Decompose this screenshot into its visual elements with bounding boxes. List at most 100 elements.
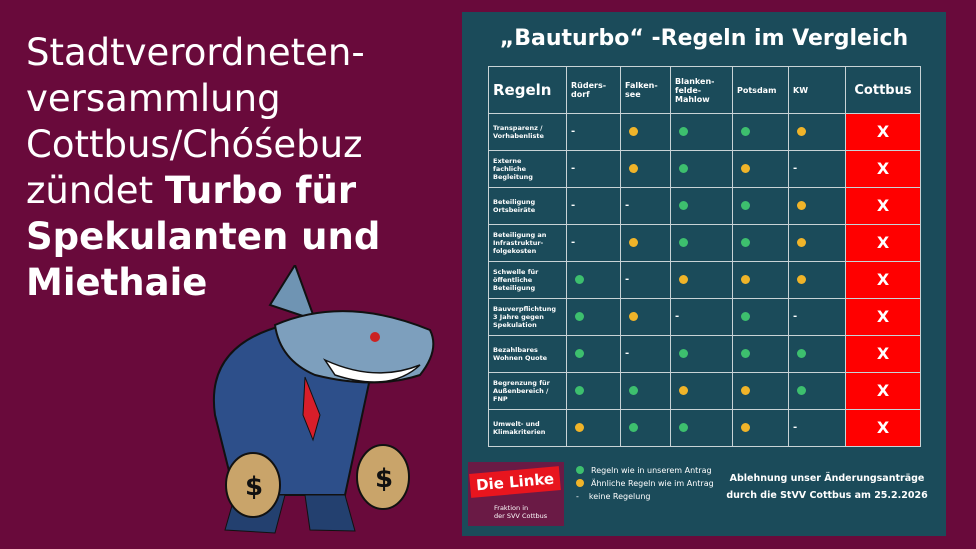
- cell: [732, 224, 789, 262]
- status-dot: [575, 311, 584, 321]
- status-dot: [575, 348, 584, 358]
- cell: [670, 409, 733, 447]
- cell: -: [788, 150, 846, 188]
- status-dot: [629, 163, 638, 173]
- status-dot: [575, 274, 584, 284]
- headline-line: Cottbus/Chóśebuz: [26, 122, 380, 168]
- cell: [670, 335, 733, 373]
- cell: -: [620, 261, 671, 299]
- cell: [620, 224, 671, 262]
- legend-item: - keine Regelung: [576, 490, 714, 503]
- rule-label: Begrenzung für Außenbereich / FNP: [488, 372, 567, 410]
- panel-title: „Bauturbo“ -Regeln im Vergleich: [499, 26, 909, 51]
- cell: [670, 150, 733, 188]
- cell: [620, 372, 671, 410]
- status-dot: [679, 348, 688, 358]
- rule-label: Bezahlbares Wohnen Quote: [488, 335, 567, 373]
- rule-label: Beteiligung an Infrastruktur- folgekoste…: [488, 224, 567, 262]
- cell: [732, 261, 789, 299]
- headline-line: Stadtverordneten-: [26, 30, 380, 76]
- column-header: KW: [788, 66, 846, 114]
- rule-label: Externe fachliche Begleitung: [488, 150, 567, 188]
- legend-item: Regeln wie in unserem Antrag: [576, 464, 714, 477]
- cell: [788, 372, 846, 410]
- status-dot: [741, 422, 750, 432]
- status-dot: [797, 274, 806, 284]
- cell: [788, 335, 846, 373]
- table-row: Umwelt- und Klimakriterien - X: [488, 409, 921, 447]
- cell: [732, 409, 789, 447]
- cell: [732, 372, 789, 410]
- table-row: Bezahlbares Wohnen Quote - X: [488, 335, 921, 373]
- status-dot: [741, 348, 750, 358]
- headline-line: versammlung: [26, 76, 380, 122]
- cottbus-cell: X: [845, 113, 921, 151]
- status-dot: [629, 311, 638, 321]
- footer-note: Ablehnung unser Änderungsanträge durch d…: [726, 473, 928, 501]
- comparison-table: Regeln Rüders- dorf Falken- see Blanken- fe…: [488, 66, 921, 447]
- status-dot: [741, 163, 750, 173]
- status-dot: [629, 126, 638, 136]
- legend-dot: [576, 466, 584, 474]
- headline-text: Stadtverordneten-: [26, 31, 365, 74]
- cell: [566, 372, 621, 410]
- cell: [732, 298, 789, 336]
- column-header: Falken- see: [620, 66, 671, 114]
- cottbus-cell: X: [845, 224, 921, 262]
- cottbus-cell: X: [845, 150, 921, 188]
- cottbus-cell: X: [845, 187, 921, 225]
- rule-label: Beteiligung Ortsbeiräte: [488, 187, 567, 225]
- status-dot: [741, 385, 750, 395]
- comparison-panel: „Bauturbo“ -Regeln im Vergleich Regeln Rü…: [462, 12, 946, 536]
- cell: [788, 224, 846, 262]
- headline-text: Cottbus/Chóśebuz: [26, 123, 363, 166]
- legend-label: Ähnliche Regeln wie im Antrag: [591, 479, 714, 488]
- status-dot: [575, 385, 584, 395]
- header-row: Regeln Rüders- dorf Falken- see Blanken- fe…: [488, 66, 921, 114]
- cottbus-cell: X: [845, 298, 921, 336]
- cell: [788, 187, 846, 225]
- cell: [670, 113, 733, 151]
- cell: -: [620, 187, 671, 225]
- headline-text: zündet: [26, 169, 154, 212]
- status-dot: [679, 274, 688, 284]
- cell: [620, 409, 671, 447]
- status-dot: [797, 348, 806, 358]
- table-row: Beteiligung Ortsbeiräte - - X: [488, 187, 921, 225]
- headline-line: zündet Turbo für: [26, 168, 380, 214]
- status-dot: [797, 200, 806, 210]
- legend-dot: [576, 479, 584, 487]
- cell: [732, 335, 789, 373]
- status-dot: [679, 126, 688, 136]
- cottbus-cell: X: [845, 335, 921, 373]
- status-dot: [629, 237, 638, 247]
- logo-subtitle: Fraktion in der SVV Cottbus: [494, 504, 548, 520]
- headline-text: versammlung: [26, 77, 281, 120]
- status-dot: [797, 385, 806, 395]
- cell: [732, 150, 789, 188]
- headline-bold: Spekulanten und: [26, 215, 381, 258]
- logo-name: Die Linke: [469, 466, 561, 498]
- svg-text:$: $: [375, 464, 393, 494]
- headline-bold: Turbo für: [164, 169, 357, 212]
- cell: [788, 113, 846, 151]
- status-dot: [797, 126, 806, 136]
- column-header: Blanken- felde- Mahlow: [670, 66, 733, 114]
- cell: -: [566, 113, 621, 151]
- table-row: Schwelle für öffentliche Beteiligung - X: [488, 261, 921, 299]
- table-row: Begrenzung für Außenbereich / FNP X: [488, 372, 921, 410]
- column-header: Rüders- dorf: [566, 66, 621, 114]
- status-dot: [679, 422, 688, 432]
- table-row: Bauverpflichtung 3 Jahre gegen Spekulati…: [488, 298, 921, 336]
- legend: Regeln wie in unserem Antrag Ähnliche Reg…: [576, 464, 714, 503]
- legend-item: Ähnliche Regeln wie im Antrag: [576, 477, 714, 490]
- status-dot: [629, 385, 638, 395]
- headline: Stadtverordneten-versammlung Cottbus/Chóś…: [26, 30, 380, 306]
- cell: -: [788, 409, 846, 447]
- status-dot: [679, 163, 688, 173]
- cell: -: [670, 298, 733, 336]
- status-dot: [575, 422, 584, 432]
- cell: [566, 335, 621, 373]
- cell: [732, 113, 789, 151]
